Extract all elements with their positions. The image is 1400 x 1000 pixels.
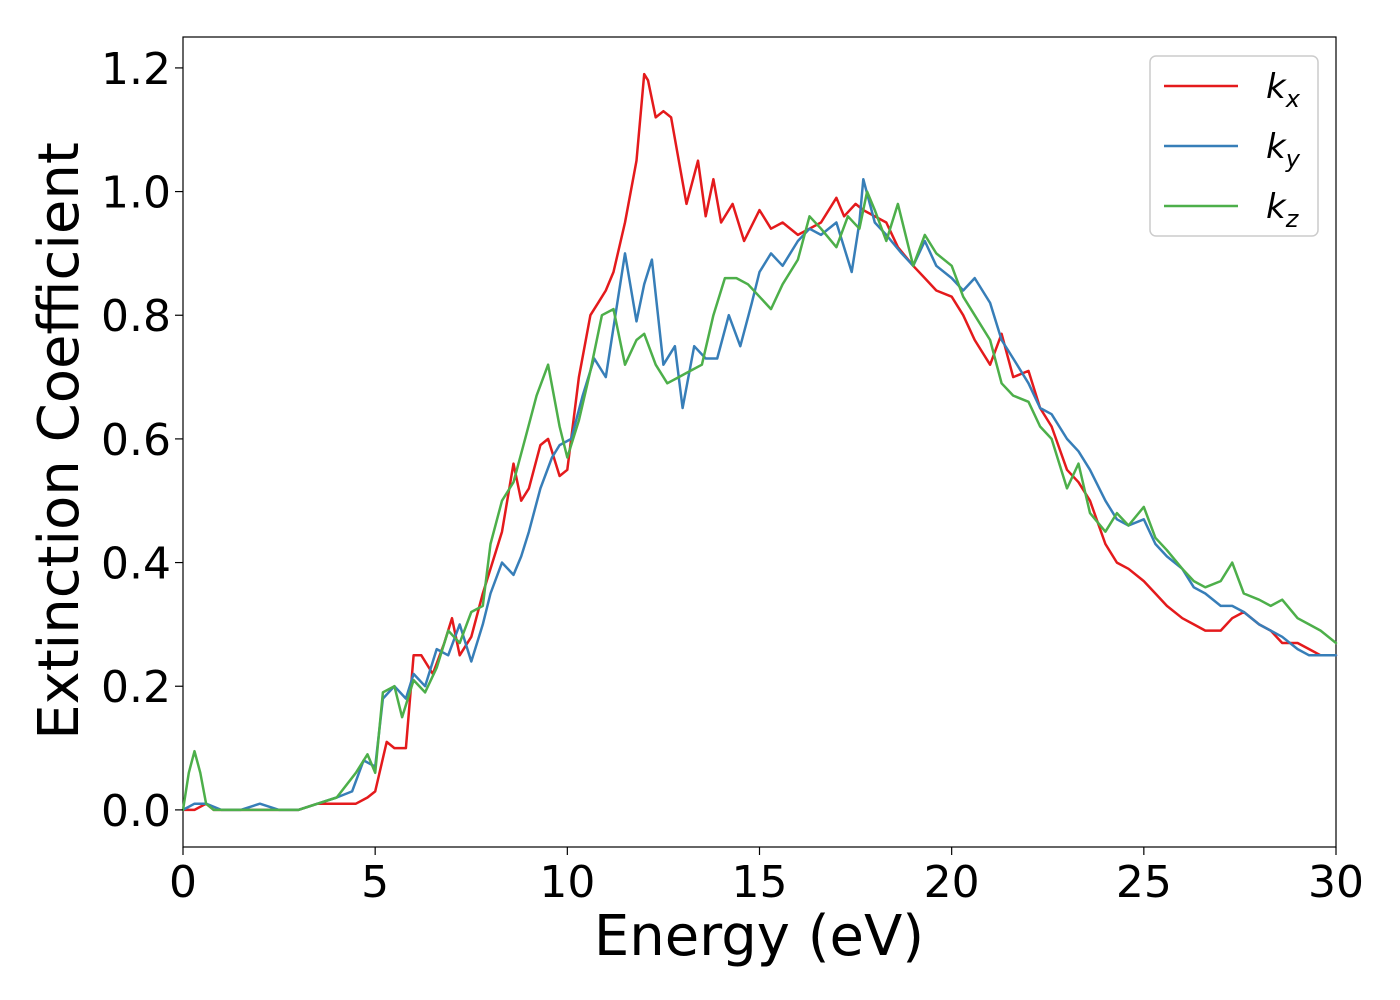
x-tick-label: 30 bbox=[1308, 857, 1364, 908]
x-axis-title: Energy (eV) bbox=[594, 904, 924, 969]
x-tick-label: 0 bbox=[169, 857, 197, 908]
y-tick-label: 0.6 bbox=[101, 415, 171, 466]
x-tick-label: 25 bbox=[1116, 857, 1172, 908]
plot-area-frame bbox=[182, 36, 1337, 848]
legend: kx ky kz bbox=[1149, 55, 1319, 237]
x-tick-label: 20 bbox=[924, 857, 980, 908]
y-axis-ticks: 0.0 0.2 0.4 0.6 0.8 1.0 1.2 bbox=[101, 44, 183, 837]
x-tick-label: 15 bbox=[732, 857, 788, 908]
y-tick-label: 1.2 bbox=[101, 44, 171, 95]
series-line-k-z bbox=[181, 190, 1338, 812]
y-axis-title: Extinction Coefficient bbox=[27, 142, 92, 740]
x-tick-label: 10 bbox=[539, 857, 595, 908]
x-tick-label: 5 bbox=[361, 857, 389, 908]
y-tick-label: 0.4 bbox=[101, 539, 171, 590]
y-tick-label: 0.8 bbox=[101, 291, 171, 342]
legend-label-kx: kx bbox=[1266, 67, 1301, 113]
y-tick-label: 0.2 bbox=[101, 662, 171, 713]
y-tick-label: 0.0 bbox=[101, 786, 171, 837]
y-tick-label: 1.0 bbox=[101, 168, 171, 219]
series-line-k-y bbox=[181, 177, 1338, 812]
legend-label-ky: ky bbox=[1266, 127, 1301, 173]
x-axis-ticks: 0 5 10 15 20 25 30 bbox=[169, 847, 1364, 908]
series-layer bbox=[181, 72, 1338, 812]
legend-label-kz: kz bbox=[1266, 187, 1300, 233]
